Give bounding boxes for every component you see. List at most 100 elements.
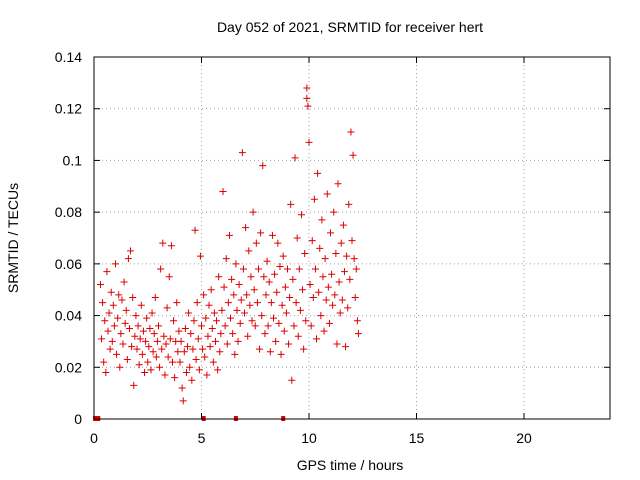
data-point — [157, 265, 165, 273]
data-point — [139, 327, 147, 335]
data-point — [258, 312, 266, 320]
data-point — [260, 273, 268, 281]
data-point — [233, 306, 241, 314]
data-point — [161, 371, 169, 379]
data-point — [133, 345, 141, 353]
data-point — [242, 224, 250, 232]
data-point — [313, 335, 321, 343]
data-point — [302, 317, 310, 325]
data-point — [143, 314, 151, 322]
data-point — [115, 291, 123, 299]
data-point — [127, 247, 135, 255]
data-point — [336, 309, 344, 317]
data-point — [178, 384, 186, 392]
data-point — [253, 299, 261, 307]
data-point — [259, 162, 267, 170]
x-tick-label: 10 — [301, 430, 317, 446]
data-point — [179, 397, 187, 405]
y-tick-label: 0.12 — [55, 101, 82, 117]
data-point — [128, 343, 136, 351]
data-point — [156, 363, 164, 371]
data-point — [287, 200, 295, 208]
data-point — [327, 229, 334, 237]
data-point — [149, 348, 157, 356]
data-point — [316, 244, 324, 252]
data-point — [120, 278, 128, 286]
data-point — [347, 128, 355, 136]
data-point — [108, 337, 116, 345]
data-point — [250, 286, 258, 294]
data-point — [237, 296, 245, 304]
data-point — [306, 281, 314, 289]
data-point — [353, 317, 361, 325]
data-point — [236, 319, 244, 327]
data-point — [308, 237, 316, 245]
tick-labels: 0 5 10 15 20 0 0.02 0.04 0.06 0.08 0.1 0.12 0.14 — [55, 49, 532, 446]
data-point — [224, 299, 232, 307]
data-point — [231, 350, 239, 358]
data-point — [348, 237, 356, 245]
data-point — [110, 322, 118, 330]
data-point — [334, 180, 342, 188]
data-point — [279, 252, 287, 260]
data-point — [307, 322, 315, 330]
data-point — [192, 356, 200, 364]
data-point — [280, 327, 288, 335]
data-point — [165, 273, 173, 281]
data-point — [340, 268, 348, 276]
data-point — [331, 291, 339, 299]
data-point — [352, 265, 360, 273]
data-point — [209, 358, 217, 366]
data-point — [194, 335, 202, 343]
data-point — [268, 231, 276, 239]
data-point — [291, 154, 299, 162]
data-points — [93, 84, 362, 421]
data-point — [152, 353, 160, 361]
data-point — [273, 288, 281, 296]
data-point — [107, 288, 115, 296]
data-point — [176, 358, 184, 366]
data-point — [252, 239, 260, 247]
data-point — [98, 335, 106, 343]
data-point — [151, 293, 159, 301]
data-point — [342, 343, 350, 351]
data-point — [103, 268, 111, 276]
data-point — [318, 216, 326, 224]
data-point — [238, 149, 246, 157]
data-point — [285, 340, 293, 348]
data-point — [297, 211, 305, 219]
data-point — [264, 322, 272, 330]
data-point — [284, 265, 291, 273]
data-point — [262, 291, 270, 299]
data-point — [136, 335, 144, 343]
data-point — [247, 273, 255, 281]
data-point — [304, 102, 312, 110]
data-point — [101, 317, 109, 325]
chart-title: Day 052 of 2021, SRMTID for receiver her… — [217, 19, 483, 35]
data-point — [256, 345, 264, 353]
data-point — [267, 299, 275, 307]
data-point — [195, 366, 203, 374]
data-point — [104, 327, 112, 335]
data-point — [311, 265, 319, 273]
data-point — [221, 322, 229, 330]
data-point — [145, 343, 153, 351]
data-point — [153, 337, 161, 345]
y-axis-label: SRMTID / TECUs — [5, 183, 21, 293]
data-point — [295, 265, 303, 273]
data-point — [141, 368, 149, 376]
data-point — [99, 299, 107, 307]
data-point — [350, 255, 358, 263]
x-axis-label: GPS time / hours — [297, 457, 404, 473]
data-point — [168, 358, 176, 366]
data-point — [185, 309, 193, 317]
data-point — [166, 335, 174, 343]
data-point — [271, 270, 279, 278]
data-point — [200, 291, 208, 299]
data-point — [289, 275, 297, 283]
data-point — [309, 293, 317, 301]
data-point — [146, 325, 154, 332]
data-point — [344, 304, 352, 312]
data-point — [235, 281, 243, 289]
data-point — [132, 312, 140, 320]
